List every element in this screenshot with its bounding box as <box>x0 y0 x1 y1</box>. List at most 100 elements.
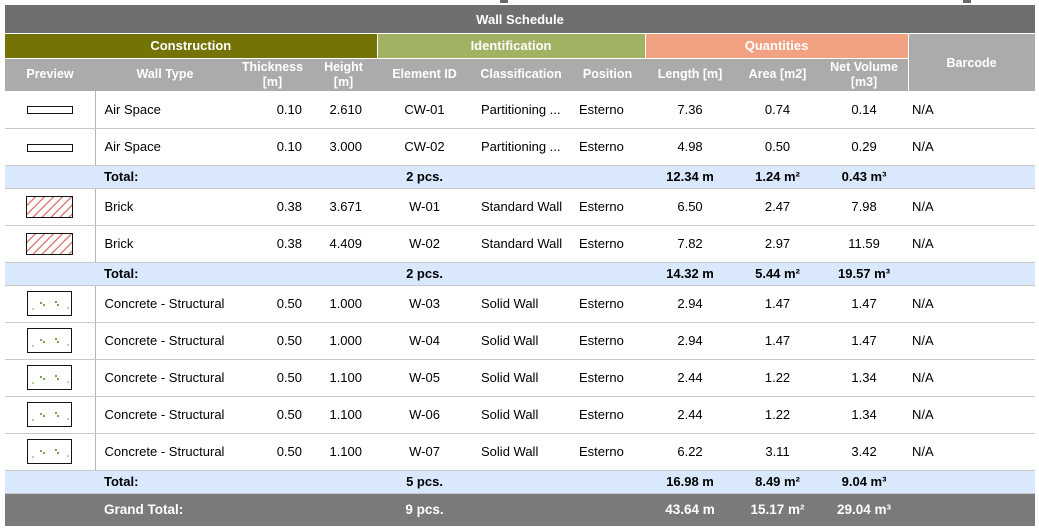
length-cell[interactable]: 7.82 <box>645 225 736 263</box>
length-cell[interactable]: 2.94 <box>645 285 736 323</box>
thickness-cell[interactable]: 0.38 <box>235 188 310 226</box>
length-cell[interactable]: 7.36 <box>645 91 736 129</box>
thickness-cell[interactable]: 0.38 <box>235 225 310 263</box>
classification-cell[interactable]: Standard Wall <box>472 188 571 226</box>
area-cell[interactable]: 1.47 <box>735 322 821 360</box>
preview-cell[interactable] <box>5 188 96 226</box>
length-cell[interactable]: 4.98 <box>645 128 736 166</box>
barcode-cell[interactable]: N/A <box>908 225 1036 263</box>
area-cell[interactable]: 2.47 <box>735 188 821 226</box>
position-cell[interactable]: Esterno <box>570 396 646 434</box>
position-cell[interactable]: Esterno <box>570 433 646 471</box>
net-volume-cell[interactable]: 11.59 <box>820 225 909 263</box>
wall-type-cell[interactable]: Air Space <box>95 128 235 166</box>
height-cell[interactable]: 1.100 <box>310 396 378 434</box>
wall-type-cell[interactable]: Concrete - Structural <box>95 322 235 360</box>
thickness-cell[interactable]: 0.10 <box>235 91 310 129</box>
length-cell[interactable]: 6.50 <box>645 188 736 226</box>
height-cell[interactable]: 1.000 <box>310 322 378 360</box>
height-cell[interactable]: 2.610 <box>310 91 378 129</box>
wall-type-cell[interactable]: Concrete - Structural <box>95 433 235 471</box>
preview-cell[interactable] <box>5 322 96 360</box>
element-id-cell[interactable]: W-05 <box>377 359 473 397</box>
position-cell[interactable]: Esterno <box>570 285 646 323</box>
length-cell[interactable]: 2.94 <box>645 322 736 360</box>
height-cell[interactable]: 1.000 <box>310 285 378 323</box>
classification-cell[interactable]: Partitioning ... <box>472 128 571 166</box>
thickness-cell[interactable]: 0.50 <box>235 359 310 397</box>
thickness-cell[interactable]: 0.50 <box>235 396 310 434</box>
area-cell[interactable]: 3.11 <box>735 433 821 471</box>
wall-type-cell[interactable]: Brick <box>95 225 235 263</box>
length-cell[interactable]: 2.44 <box>645 359 736 397</box>
classification-cell[interactable]: Solid Wall <box>472 433 571 471</box>
position-cell[interactable]: Esterno <box>570 359 646 397</box>
classification-cell[interactable]: Solid Wall <box>472 359 571 397</box>
element-id-cell[interactable]: W-04 <box>377 322 473 360</box>
barcode-cell[interactable]: N/A <box>908 128 1036 166</box>
length-cell[interactable]: 6.22 <box>645 433 736 471</box>
element-id-cell[interactable]: CW-02 <box>377 128 473 166</box>
position-cell[interactable]: Esterno <box>570 128 646 166</box>
height-cell[interactable]: 1.100 <box>310 433 378 471</box>
net-volume-cell[interactable]: 3.42 <box>820 433 909 471</box>
height-cell[interactable]: 4.409 <box>310 225 378 263</box>
net-volume-cell[interactable]: 0.29 <box>820 128 909 166</box>
classification-cell[interactable]: Solid Wall <box>472 396 571 434</box>
net-volume-cell[interactable]: 0.14 <box>820 91 909 129</box>
preview-cell[interactable] <box>5 285 96 323</box>
position-cell[interactable]: Esterno <box>570 91 646 129</box>
wall-type-cell[interactable]: Concrete - Structural <box>95 396 235 434</box>
height-cell[interactable]: 3.671 <box>310 188 378 226</box>
preview-cell[interactable] <box>5 396 96 434</box>
area-cell[interactable]: 1.22 <box>735 396 821 434</box>
net-volume-cell[interactable]: 1.34 <box>820 396 909 434</box>
height-cell[interactable]: 1.100 <box>310 359 378 397</box>
area-cell[interactable]: 0.74 <box>735 91 821 129</box>
barcode-cell[interactable]: N/A <box>908 91 1036 129</box>
barcode-cell[interactable]: N/A <box>908 396 1036 434</box>
preview-cell[interactable] <box>5 128 96 166</box>
preview-cell[interactable] <box>5 359 96 397</box>
area-cell[interactable]: 1.22 <box>735 359 821 397</box>
element-id-cell[interactable]: W-02 <box>377 225 473 263</box>
thickness-cell[interactable]: 0.50 <box>235 433 310 471</box>
element-id-cell[interactable]: W-01 <box>377 188 473 226</box>
barcode-cell[interactable]: N/A <box>908 285 1036 323</box>
barcode-cell[interactable]: N/A <box>908 359 1036 397</box>
net-volume-cell[interactable]: 1.47 <box>820 322 909 360</box>
net-volume-cell[interactable]: 1.34 <box>820 359 909 397</box>
element-id-cell[interactable]: W-03 <box>377 285 473 323</box>
barcode-cell[interactable]: N/A <box>908 322 1036 360</box>
wall-type-cell[interactable]: Air Space <box>95 91 235 129</box>
barcode-cell[interactable]: N/A <box>908 433 1036 471</box>
wall-type-cell[interactable]: Concrete - Structural <box>95 359 235 397</box>
area-cell[interactable]: 0.50 <box>735 128 821 166</box>
element-id-cell[interactable]: W-06 <box>377 396 473 434</box>
position-cell[interactable]: Esterno <box>570 322 646 360</box>
height-cell[interactable]: 3.000 <box>310 128 378 166</box>
wall-type-cell[interactable]: Concrete - Structural <box>95 285 235 323</box>
length-cell[interactable]: 2.44 <box>645 396 736 434</box>
element-id-cell[interactable]: CW-01 <box>377 91 473 129</box>
thickness-cell[interactable]: 0.10 <box>235 128 310 166</box>
preview-cell[interactable] <box>5 225 96 263</box>
position-cell[interactable]: Esterno <box>570 225 646 263</box>
wall-type-cell: Total: <box>95 165 235 189</box>
element-id-cell[interactable]: W-07 <box>377 433 473 471</box>
thickness-cell[interactable]: 0.50 <box>235 285 310 323</box>
position-cell[interactable]: Esterno <box>570 188 646 226</box>
net-volume-cell[interactable]: 7.98 <box>820 188 909 226</box>
barcode-cell[interactable]: N/A <box>908 188 1036 226</box>
preview-cell[interactable] <box>5 433 96 471</box>
area-cell[interactable]: 1.47 <box>735 285 821 323</box>
classification-cell[interactable]: Solid Wall <box>472 322 571 360</box>
wall-type-cell[interactable]: Brick <box>95 188 235 226</box>
classification-cell[interactable]: Partitioning ... <box>472 91 571 129</box>
preview-cell[interactable] <box>5 91 96 129</box>
area-cell[interactable]: 2.97 <box>735 225 821 263</box>
classification-cell[interactable]: Solid Wall <box>472 285 571 323</box>
thickness-cell[interactable]: 0.50 <box>235 322 310 360</box>
net-volume-cell[interactable]: 1.47 <box>820 285 909 323</box>
classification-cell[interactable]: Standard Wall <box>472 225 571 263</box>
